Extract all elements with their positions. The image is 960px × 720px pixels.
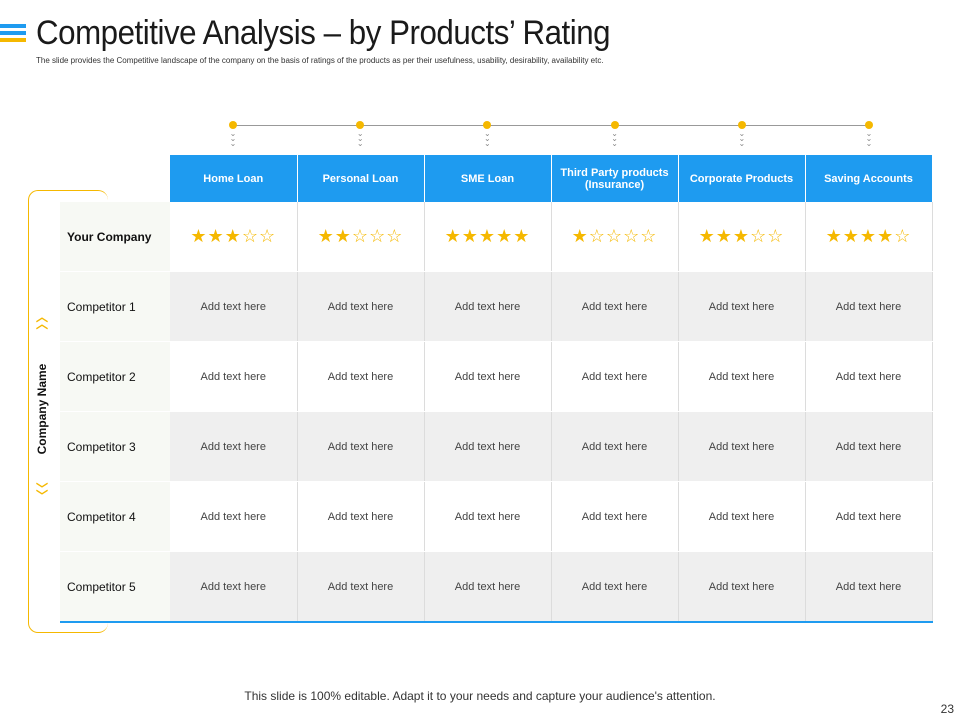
page-subtitle: The slide provides the Competitive lands… — [36, 56, 604, 65]
table-row: Competitor 1 Add text here Add text here… — [60, 271, 933, 342]
column-header: SME Loan — [424, 155, 552, 202]
logo-bars-icon — [0, 24, 26, 48]
timeline-dot-icon: ⌄ ⌄ ⌄ — [477, 121, 497, 148]
table-cell: Add text here — [805, 271, 933, 342]
table-cell: Add text here — [170, 411, 298, 482]
table-row: Competitor 3 Add text here Add text here… — [60, 411, 933, 482]
page-number: 23 — [940, 702, 954, 716]
table-cell: Add text here — [678, 551, 806, 623]
table-cell: Add text here — [805, 551, 933, 623]
star-rating: ★★☆☆☆ — [297, 202, 425, 272]
table-cell: Add text here — [551, 271, 679, 342]
timeline-dot-icon: ⌄ ⌄ ⌄ — [732, 121, 752, 148]
table-cell: Add text here — [424, 341, 552, 412]
row-label: Competitor 3 — [60, 411, 170, 482]
table-cell: Add text here — [297, 551, 425, 623]
row-label: Competitor 5 — [60, 551, 170, 623]
header-corner — [60, 155, 170, 202]
column-header: Corporate Products — [678, 155, 806, 202]
star-rating: ★★★☆☆ — [678, 202, 806, 272]
table-cell: Add text here — [170, 341, 298, 412]
row-label: Competitor 4 — [60, 481, 170, 552]
timeline-dot-icon: ⌄ ⌄ ⌄ — [223, 121, 243, 148]
table-cell: Add text here — [170, 481, 298, 552]
table-cell: Add text here — [297, 411, 425, 482]
star-rating: ★★★★☆ — [805, 202, 933, 272]
table-cell: Add text here — [424, 271, 552, 342]
row-label: Competitor 1 — [60, 271, 170, 342]
star-rating: ★★★☆☆ — [170, 202, 298, 272]
table-row: Competitor 5 Add text here Add text here… — [60, 551, 933, 623]
rating-table: Home Loan Personal Loan SME Loan Third P… — [60, 155, 933, 623]
row-label: Your Company — [60, 202, 170, 272]
table-cell: Add text here — [678, 481, 806, 552]
page-title: Competitive Analysis – by Products’ Rati… — [36, 14, 611, 52]
table-cell: Add text here — [424, 411, 552, 482]
header-row: Home Loan Personal Loan SME Loan Third P… — [60, 155, 933, 202]
table-cell: Add text here — [551, 481, 679, 552]
table-cell: Add text here — [170, 271, 298, 342]
timeline-dot-icon: ⌄ ⌄ ⌄ — [605, 121, 625, 148]
table-row: Your Company ★★★☆☆ ★★☆☆☆ ★★★★★ ★☆☆☆☆ ★★★… — [60, 202, 933, 272]
table-cell: Add text here — [551, 341, 679, 412]
company-name-label: Company Name — [35, 363, 49, 455]
company-bracket — [28, 190, 108, 633]
table-cell: Add text here — [297, 481, 425, 552]
timeline-dot-icon: ⌄ ⌄ ⌄ — [350, 121, 370, 148]
table-cell: Add text here — [551, 411, 679, 482]
table-cell: Add text here — [805, 481, 933, 552]
table-cell: Add text here — [805, 341, 933, 412]
timeline-line — [233, 125, 870, 126]
table-cell: Add text here — [678, 341, 806, 412]
table-cell: Add text here — [805, 411, 933, 482]
star-rating: ★☆☆☆☆ — [551, 202, 679, 272]
double-chevron-up-icon: ︿ ︿ — [36, 310, 49, 331]
table-cell: Add text here — [297, 341, 425, 412]
column-header: Saving Accounts — [805, 155, 933, 202]
table-cell: Add text here — [678, 271, 806, 342]
table-cell: Add text here — [297, 271, 425, 342]
table-row: Competitor 2 Add text here Add text here… — [60, 341, 933, 412]
table-cell: Add text here — [424, 551, 552, 623]
column-header: Third Party products (Insurance) — [551, 155, 679, 202]
footer-note: This slide is 100% editable. Adapt it to… — [244, 689, 716, 703]
column-header: Personal Loan — [297, 155, 425, 202]
timeline-dot-icon: ⌄ ⌄ ⌄ — [859, 121, 879, 148]
column-header: Home Loan — [170, 155, 298, 202]
table-row: Competitor 4 Add text here Add text here… — [60, 481, 933, 552]
table-cell: Add text here — [678, 411, 806, 482]
double-chevron-down-icon: ﹀ ﹀ — [36, 482, 49, 503]
star-rating: ★★★★★ — [424, 202, 552, 272]
row-label: Competitor 2 — [60, 341, 170, 412]
table-cell: Add text here — [170, 551, 298, 623]
table-cell: Add text here — [424, 481, 552, 552]
table-cell: Add text here — [551, 551, 679, 623]
